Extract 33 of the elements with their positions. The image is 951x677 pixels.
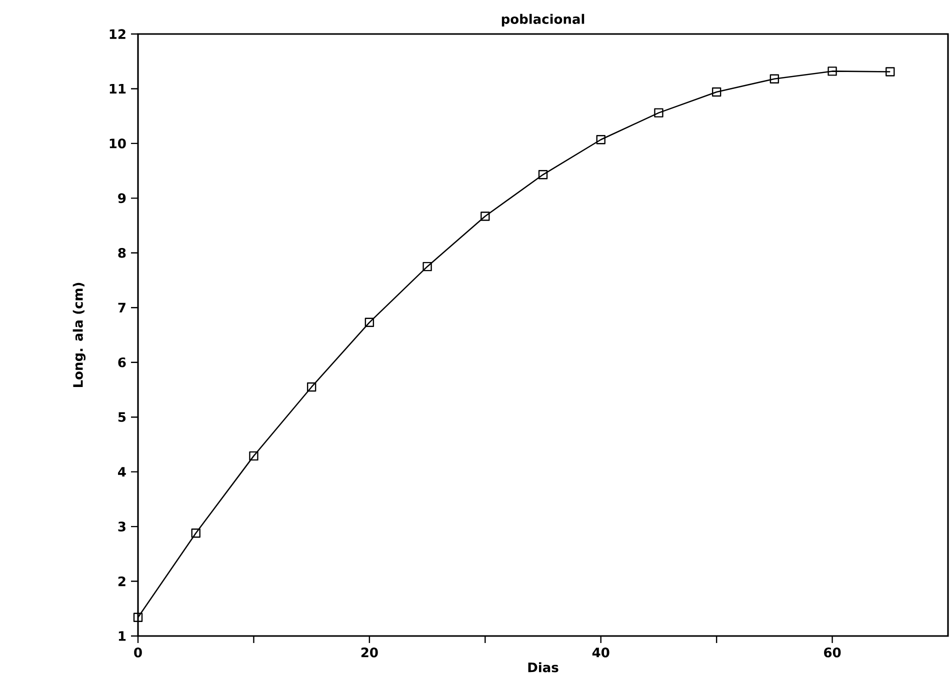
y-tick-label: 11: [110, 84, 126, 94]
y-tick-label: 10: [110, 138, 126, 148]
y-tick-label: 8: [118, 248, 126, 258]
y-tick-label: 5: [118, 412, 126, 422]
point: [828, 66, 837, 76]
y-tick-label: 3: [118, 522, 126, 532]
point: [770, 74, 780, 84]
x-axis-title: Dias: [528, 662, 558, 672]
y-axis-title: Long. ala (cm): [72, 282, 86, 388]
y-tick-label: 7: [118, 302, 126, 312]
y-tick-label: 1: [118, 631, 126, 641]
y-tick-label: 4: [118, 467, 126, 477]
x-tick-label: 20: [361, 648, 378, 658]
chart-title: poblacional: [502, 14, 584, 26]
point: [596, 135, 606, 144]
y-tick-label: 12: [110, 29, 126, 39]
point: [480, 212, 490, 221]
point: [249, 451, 258, 461]
point: [422, 262, 432, 272]
point: [191, 528, 200, 538]
y-tick-label: 2: [118, 576, 126, 586]
point: [306, 382, 316, 392]
point: [886, 67, 895, 76]
point: [712, 87, 722, 97]
point: [654, 108, 664, 118]
point: [133, 612, 143, 622]
x-tick-label: 40: [592, 648, 610, 658]
y-tick-label: 6: [118, 357, 126, 368]
point: [364, 318, 374, 328]
x-tick-label: 0: [134, 648, 142, 658]
point: [538, 170, 548, 180]
y-tick-label: 9: [118, 193, 126, 204]
x-tick-label: 60: [824, 648, 841, 658]
